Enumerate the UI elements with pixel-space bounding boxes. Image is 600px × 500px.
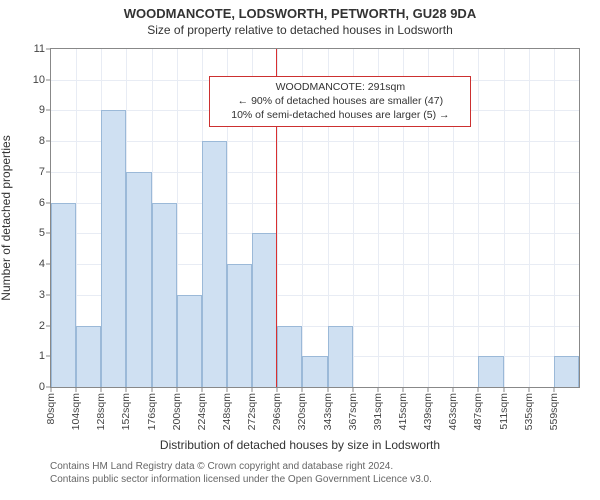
x-tick-label: 559sqm — [548, 393, 560, 430]
plot-area: WOODMANCOTE: 291sqm← 90% of detached hou… — [50, 48, 580, 388]
annotation-line-2: ← 90% of detached houses are smaller (47… — [218, 94, 462, 108]
x-tick-mark — [227, 388, 228, 392]
histogram-bar — [277, 326, 302, 387]
y-tick-label: 5 — [5, 227, 45, 239]
histogram-bar — [328, 326, 353, 387]
histogram-bar — [554, 356, 579, 387]
x-tick-mark — [403, 388, 404, 392]
y-tick-label: 7 — [5, 166, 45, 178]
x-tick-mark — [151, 388, 152, 392]
y-tick-mark — [46, 171, 50, 172]
x-tick-mark — [428, 388, 429, 392]
y-tick-label: 10 — [5, 74, 45, 86]
x-tick-label: 128sqm — [95, 393, 107, 430]
x-tick-label: 439sqm — [422, 393, 434, 430]
y-tick-label: 2 — [5, 320, 45, 332]
y-tick-mark — [46, 387, 50, 388]
x-tick-label: 415sqm — [397, 393, 409, 430]
gridline-h — [51, 141, 579, 142]
histogram-bar — [202, 141, 227, 387]
y-tick-label: 6 — [5, 197, 45, 209]
y-tick-mark — [46, 110, 50, 111]
histogram-bar — [302, 356, 327, 387]
annotation-box: WOODMANCOTE: 291sqm← 90% of detached hou… — [209, 76, 471, 127]
histogram-bar — [478, 356, 503, 387]
x-tick-mark — [352, 388, 353, 392]
annotation-line-1: WOODMANCOTE: 291sqm — [218, 80, 462, 94]
y-tick-mark — [46, 294, 50, 295]
x-tick-mark — [176, 388, 177, 392]
x-tick-mark — [126, 388, 127, 392]
x-tick-label: 463sqm — [447, 393, 459, 430]
y-tick-label: 9 — [5, 104, 45, 116]
y-tick-mark — [46, 79, 50, 80]
x-tick-mark — [302, 388, 303, 392]
x-tick-mark — [201, 388, 202, 392]
x-tick-mark — [377, 388, 378, 392]
y-tick-mark — [46, 264, 50, 265]
attribution-footer: Contains HM Land Registry data © Crown c… — [50, 460, 432, 486]
x-tick-label: 367sqm — [347, 393, 359, 430]
y-tick-mark — [46, 325, 50, 326]
x-tick-mark — [453, 388, 454, 392]
gridline-v — [554, 49, 555, 387]
x-tick-label: 320sqm — [296, 393, 308, 430]
y-tick-label: 1 — [5, 350, 45, 362]
y-tick-mark — [46, 202, 50, 203]
chart-title-sub: Size of property relative to detached ho… — [0, 21, 600, 37]
x-tick-label: 391sqm — [372, 393, 384, 430]
annotation-line-3: 10% of semi-detached houses are larger (… — [218, 108, 462, 122]
x-tick-label: 224sqm — [196, 393, 208, 430]
x-tick-mark — [76, 388, 77, 392]
x-tick-label: 535sqm — [523, 393, 535, 430]
footer-line-1: Contains HM Land Registry data © Crown c… — [50, 460, 432, 473]
histogram-bar — [227, 264, 252, 387]
histogram-bar — [252, 233, 277, 387]
x-tick-label: 296sqm — [271, 393, 283, 430]
histogram-bar — [152, 203, 177, 387]
footer-line-2: Contains public sector information licen… — [50, 473, 432, 486]
x-tick-label: 104sqm — [70, 393, 82, 430]
y-tick-label: 8 — [5, 135, 45, 147]
x-tick-label: 80sqm — [45, 393, 57, 425]
histogram-bar — [126, 172, 151, 387]
gridline-v — [529, 49, 530, 387]
histogram-bar — [76, 326, 101, 387]
gridline-v — [504, 49, 505, 387]
histogram-bar — [51, 203, 76, 387]
x-tick-label: 511sqm — [498, 393, 510, 430]
x-tick-mark — [528, 388, 529, 392]
x-tick-mark — [553, 388, 554, 392]
x-tick-mark — [51, 388, 52, 392]
y-tick-label: 11 — [5, 43, 45, 55]
x-axis-label: Distribution of detached houses by size … — [0, 438, 600, 452]
chart-title-main: WOODMANCOTE, LODSWORTH, PETWORTH, GU28 9… — [0, 0, 600, 21]
x-tick-mark — [327, 388, 328, 392]
y-tick-mark — [46, 49, 50, 50]
y-tick-label: 3 — [5, 289, 45, 301]
y-tick-label: 4 — [5, 258, 45, 270]
x-tick-label: 248sqm — [221, 393, 233, 430]
histogram-bar — [101, 110, 126, 387]
y-tick-mark — [46, 356, 50, 357]
y-tick-mark — [46, 233, 50, 234]
x-tick-mark — [478, 388, 479, 392]
y-axis-label: Number of detached properties — [0, 135, 13, 300]
x-tick-label: 343sqm — [322, 393, 334, 430]
x-tick-label: 272sqm — [246, 393, 258, 430]
x-tick-mark — [101, 388, 102, 392]
x-tick-mark — [252, 388, 253, 392]
x-tick-label: 487sqm — [472, 393, 484, 430]
histogram-bar — [177, 295, 202, 387]
x-tick-label: 176sqm — [146, 393, 158, 430]
gridline-v — [478, 49, 479, 387]
x-tick-label: 200sqm — [171, 393, 183, 430]
y-tick-mark — [46, 141, 50, 142]
x-tick-mark — [503, 388, 504, 392]
y-tick-label: 0 — [5, 381, 45, 393]
x-tick-label: 152sqm — [120, 393, 132, 430]
x-tick-mark — [277, 388, 278, 392]
